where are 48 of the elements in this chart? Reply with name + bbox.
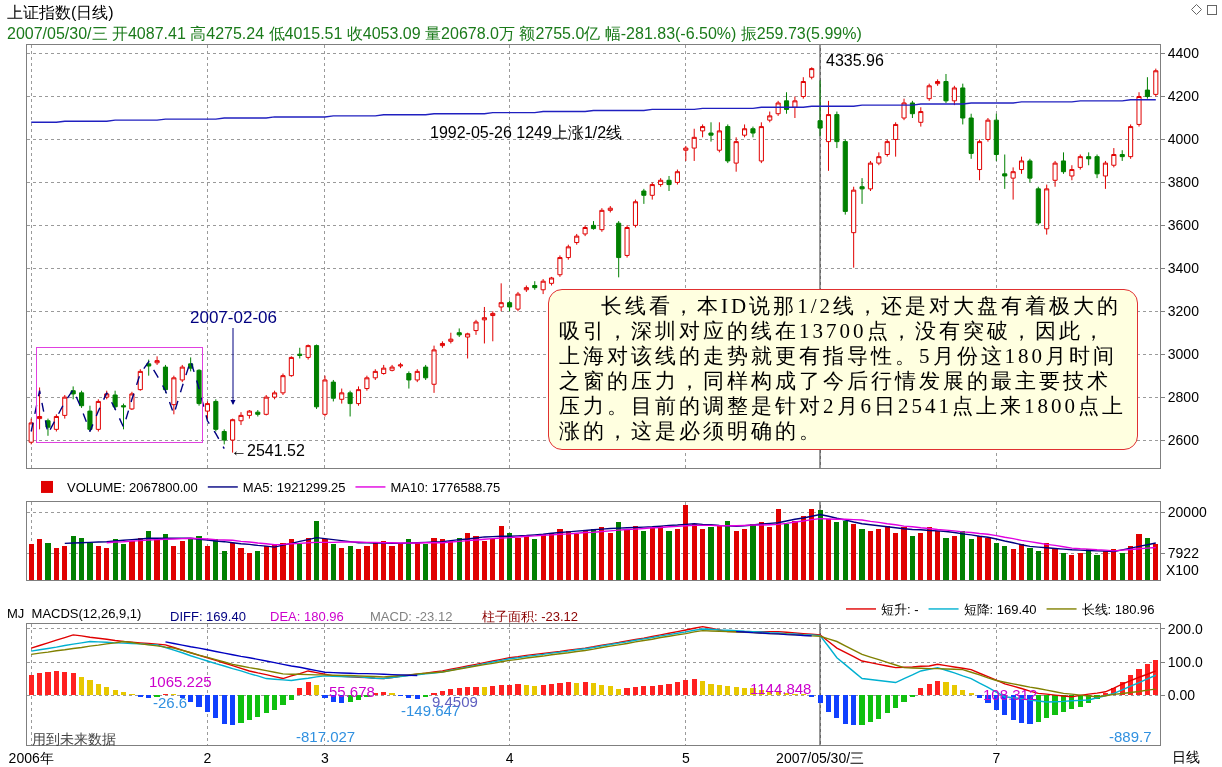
y-tick-label: 3600 bbox=[1167, 217, 1200, 234]
y-tick-label: 3200 bbox=[1167, 303, 1200, 320]
x-tick-label: 7 bbox=[992, 749, 1001, 766]
legend-label: 短降: 169.40 bbox=[963, 602, 1037, 618]
text: DIFF: 169.40 bbox=[170, 609, 246, 624]
x-tick-label: 2006年 bbox=[8, 749, 54, 766]
x-axis-title: 日线 bbox=[1172, 749, 1200, 765]
annotation: ←2541.52 bbox=[231, 442, 305, 459]
chart-title: MJ MACDS(12,26,9,1) bbox=[7, 606, 142, 621]
annotation: -26.6 bbox=[153, 694, 188, 711]
y-tick-label: 100.0 bbox=[1167, 653, 1204, 670]
y-tick-label: 4000 bbox=[1167, 131, 1200, 148]
annotation: -889.7 bbox=[1109, 728, 1152, 745]
legend-label: 短升: - bbox=[881, 602, 919, 618]
annotation: 1144.848 bbox=[750, 680, 812, 697]
y-tick-label: 4400 bbox=[1167, 45, 1200, 62]
y-tick-label: 2800 bbox=[1167, 389, 1200, 406]
y-tick-label: 200.0 bbox=[1167, 620, 1204, 637]
legend-label: MA5: 1921299.25 bbox=[242, 480, 346, 496]
x-tick-label: 2 bbox=[203, 749, 212, 766]
annotation: -817.027 bbox=[296, 728, 356, 745]
text: 柱子面积: -23.12 bbox=[482, 609, 579, 624]
y-tick-label: 3800 bbox=[1167, 174, 1200, 191]
y-tick-label: 4200 bbox=[1167, 88, 1200, 105]
y-tick-label: 7922 bbox=[1167, 545, 1200, 562]
series-label: 1992-05-26 1249上涨1/2线 bbox=[430, 124, 623, 141]
text: MACD: -23.12 bbox=[370, 609, 453, 624]
y-tick-label: 20000 bbox=[1167, 504, 1207, 521]
annotation: 2007-02-06 bbox=[190, 308, 277, 327]
chart-subtitle: 2007/05/30/三 开4087.41 高4275.24 低4015.51 收4053.09 量20678.0万 额2755.0亿 幅-281.83(-6.50%) 振259.73(5.99%) bbox=[7, 25, 862, 42]
legend-label: 长线: 180.96 bbox=[1081, 602, 1155, 618]
y-tick-label: 0.00 bbox=[1167, 686, 1196, 703]
legend-label: VOLUME: 2067800.00 bbox=[67, 480, 198, 496]
y-tick-label: 3000 bbox=[1167, 346, 1200, 363]
annotation: 长线看，本ID说那1/2线，还是对大盘有着极大的吸引，深圳对应的线在13700点，没有突破，因此，上海对该线的走势就更有指导性。5月份这180月时间之窗的压力，同样构成了今后行情发展的最主要技术压力。目前的调整是针对2月6日2541点上来1800点上涨的，这是必须明确的。 bbox=[548, 289, 1138, 450]
text: DEA: 180.96 bbox=[270, 609, 344, 624]
annotation: 1065.225 bbox=[149, 673, 212, 690]
x-tick-label: 2007/05/30/三 bbox=[776, 749, 865, 766]
annotation: 4335.96 bbox=[826, 52, 884, 69]
y-tick-label: 3400 bbox=[1167, 260, 1200, 277]
x-tick-label: 3 bbox=[321, 749, 330, 766]
annotation: 用到未来数据 bbox=[32, 731, 116, 747]
y-axis-title: X100 bbox=[1166, 562, 1199, 578]
x-tick-label: 5 bbox=[681, 749, 690, 766]
x-tick-label: 4 bbox=[505, 749, 514, 766]
chart-title: 上证指数(日线) bbox=[7, 4, 114, 21]
legend-label: MA10: 1776588.75 bbox=[390, 480, 501, 496]
y-tick-label: 2600 bbox=[1167, 431, 1200, 448]
